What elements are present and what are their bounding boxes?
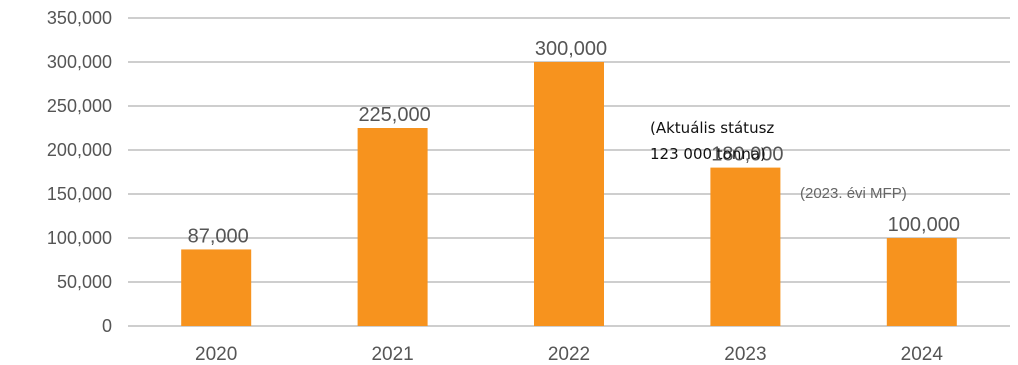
data-label-2023: 180,000 [711,144,783,166]
x-tick-label: 2022 [548,344,590,365]
y-tick-label: 150,000 [47,184,112,204]
y-tick-label: 50,000 [57,272,112,292]
x-tick-label: 2021 [371,344,413,365]
annotation-status-line1: (Aktuális státusz [650,119,774,137]
x-axis-ticks: 2020 2021 2022 2023 2024 [195,344,943,365]
data-label-2021: 225,000 [358,104,430,126]
data-label-2022: 300,000 [535,38,607,60]
annotations: (Aktuális státusz 123 000 tonna) (2023. … [650,119,907,202]
data-labels: 87,000 225,000 300,000 180,000 100,000 [188,38,960,247]
annotation-mfp: (2023. évi MFP) [800,185,907,202]
bar-2021 [357,128,428,326]
y-axis-ticks: 0 50,000 100,000 150,000 200,000 250,000 300,0… [47,8,112,336]
y-tick-label: 0 [102,316,112,336]
data-label-2020: 87,000 [188,225,249,247]
x-tick-label: 2020 [195,344,237,365]
bars [181,62,957,326]
annotation-status-line2: 123 000 tonna) [650,145,766,163]
x-tick-label: 2024 [901,344,944,365]
y-tick-label: 250,000 [47,96,112,116]
bar-2022 [534,62,604,326]
y-tick-label: 100,000 [47,228,112,248]
data-label-2024: 100,000 [888,214,960,236]
y-tick-label: 350,000 [47,8,112,28]
y-tick-label: 200,000 [47,140,112,160]
x-tick-label: 2023 [724,344,766,365]
bar-2023 [710,167,781,326]
bar-2020 [181,249,252,326]
bar-2024 [886,238,957,326]
y-tick-label: 300,000 [47,52,112,72]
